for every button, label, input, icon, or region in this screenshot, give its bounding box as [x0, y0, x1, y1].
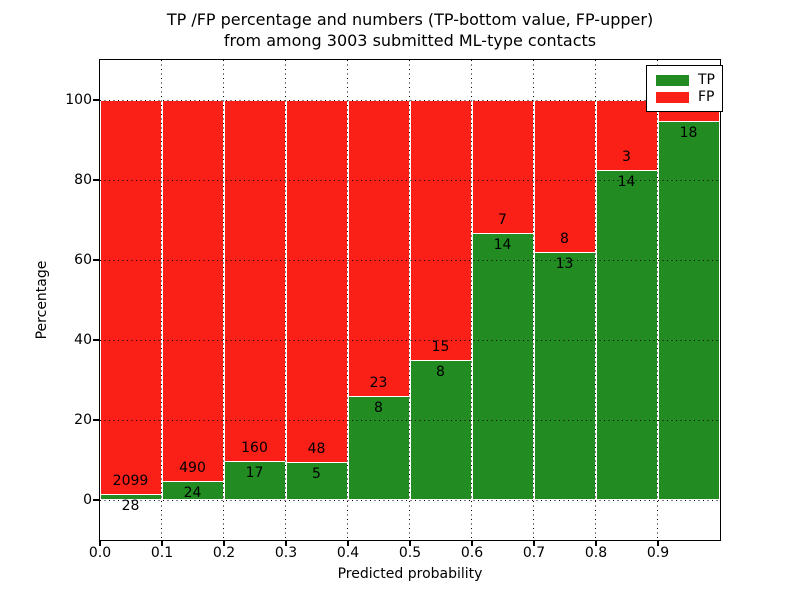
x-axis-tick — [409, 540, 411, 546]
legend-label-fp: FP — [698, 89, 715, 105]
y-axis-tick-label: 40 — [74, 332, 92, 348]
x-axis-tick-label: 0.4 — [336, 545, 360, 561]
y-axis-tick — [93, 499, 99, 501]
bar-tp-segment — [657, 120, 720, 500]
tp-count-label: 28 — [121, 498, 140, 515]
tp-count-label: 14 — [617, 174, 636, 191]
bar-tp-segment — [285, 461, 348, 500]
x-axis-tick-label: 0.8 — [584, 545, 608, 561]
x-axis-tick — [161, 540, 163, 546]
gridline-vertical — [160, 59, 163, 540]
fp-count-label: 3 — [622, 149, 631, 166]
legend-label-tp: TP — [698, 72, 715, 88]
bar-tp-segment — [533, 251, 596, 500]
bar-tp-segment — [409, 360, 472, 500]
x-axis-label: Predicted probability — [337, 566, 483, 582]
bar-fp-segment — [285, 99, 348, 462]
x-axis-tick — [471, 540, 473, 546]
tp-count-label: 5 — [312, 465, 321, 482]
bar-fp-segment — [471, 99, 534, 233]
bar-tp-segment — [595, 170, 658, 500]
legend: TP FP — [646, 65, 723, 112]
gridline-vertical — [408, 59, 411, 540]
bar-tp-segment — [471, 232, 534, 500]
tp-count-label: 8 — [436, 364, 445, 381]
gridline-vertical — [532, 59, 535, 540]
fp-count-label: 490 — [179, 459, 206, 476]
x-axis-tick-label: 0.9 — [646, 545, 670, 561]
x-axis-tick-label: 0.1 — [150, 545, 174, 561]
x-axis-tick — [657, 540, 659, 546]
x-axis-tick — [595, 540, 597, 546]
gridline-vertical — [222, 59, 225, 540]
x-axis-tick-label: 0.6 — [460, 545, 484, 561]
bar-fp-segment — [99, 99, 162, 495]
x-axis-tick — [285, 540, 287, 546]
bar-tp-segment — [223, 461, 286, 500]
fp-count-label: 160 — [241, 440, 268, 457]
y-axis-tick — [93, 419, 99, 421]
tp-count-label: 18 — [679, 124, 698, 141]
y-axis-tick-label: 20 — [74, 412, 92, 428]
y-axis-tick-label: 80 — [74, 172, 92, 188]
gridline-vertical — [594, 59, 597, 540]
fp-count-label: 2099 — [112, 473, 149, 490]
x-axis-tick — [223, 540, 225, 546]
gridline-vertical — [346, 59, 349, 540]
legend-swatch-tp-icon — [656, 74, 689, 86]
chart-title-line1: TP /FP percentage and numbers (TP-bottom… — [166, 10, 654, 29]
tp-count-label: 24 — [183, 484, 202, 501]
fp-count-label: 15 — [431, 339, 450, 356]
legend-item-fp: FP — [656, 89, 716, 105]
x-axis-tick — [347, 540, 349, 546]
x-axis-tick — [533, 540, 535, 546]
fp-count-label: 23 — [369, 375, 388, 392]
chart-title-line2: from among 3003 submitted ML-type contac… — [223, 31, 597, 50]
y-axis-tick — [93, 339, 99, 341]
fp-count-label: 7 — [498, 211, 507, 228]
gridline-vertical — [470, 59, 473, 540]
tp-count-label: 17 — [245, 465, 264, 482]
bar-fp-segment — [409, 99, 472, 361]
bar-fp-segment — [347, 99, 410, 397]
y-axis-tick-label: 0 — [83, 492, 92, 508]
x-axis-tick-label: 0.3 — [274, 545, 298, 561]
y-axis-tick — [93, 259, 99, 261]
gridline-vertical — [656, 59, 659, 540]
x-axis-tick-label: 0.7 — [522, 545, 546, 561]
x-axis-tick-label: 0.5 — [398, 545, 422, 561]
fp-count-label: 8 — [560, 230, 569, 247]
tp-count-label: 13 — [555, 255, 574, 272]
x-axis-tick-label: 0.0 — [88, 545, 112, 561]
gridline-vertical — [284, 59, 287, 540]
tp-count-label: 14 — [493, 236, 512, 253]
fp-count-label: 48 — [307, 440, 326, 457]
bar-fp-segment — [161, 99, 224, 481]
y-axis-tick — [93, 179, 99, 181]
y-axis-label: Percentage — [34, 260, 50, 340]
legend-item-tp: TP — [656, 72, 716, 88]
x-axis-tick-label: 0.2 — [212, 545, 236, 561]
y-axis-tick — [93, 99, 99, 101]
y-axis-tick-label: 100 — [65, 92, 92, 108]
bar-tp-segment — [347, 396, 410, 500]
x-axis-tick — [99, 540, 101, 546]
tp-count-label: 8 — [374, 400, 383, 417]
plot-area: 2099 28 490 24 160 17 48 5 23 8 15 8 7 14 8 13 3 14 18 — [98, 58, 721, 541]
legend-swatch-fp-icon — [656, 91, 689, 103]
bar-fp-segment — [223, 99, 286, 462]
y-axis-tick-label: 60 — [74, 252, 92, 268]
bar-fp-segment — [533, 99, 596, 252]
